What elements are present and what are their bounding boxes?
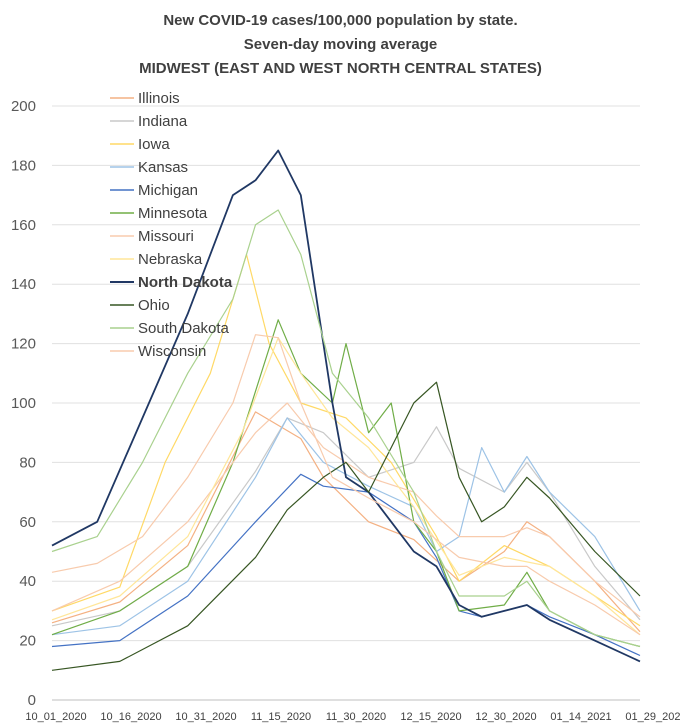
y-tick-label: 60 <box>19 514 36 531</box>
x-tick-label: 12_30_2020 <box>475 711 536 723</box>
series-line-minnesota <box>51 319 641 648</box>
series-line-michigan <box>51 473 641 657</box>
legend-label: Illinois <box>138 90 180 107</box>
y-tick-label: 40 <box>19 573 36 590</box>
series-line-ohio <box>51 381 641 671</box>
x-tick-label: 10_16_2020 <box>100 711 161 723</box>
chart-subtitle: Seven-day moving average <box>243 36 438 53</box>
y-tick-label: 180 <box>11 157 36 174</box>
chart-title: New COVID-19 cases/100,000 population by… <box>163 12 518 29</box>
legend-label: Iowa <box>138 136 170 153</box>
legend-label: Missouri <box>138 228 194 245</box>
legend-label: Michigan <box>138 182 198 199</box>
series-line-nebraska <box>51 337 641 636</box>
series-line-indiana <box>51 417 641 627</box>
legend-label: South Dakota <box>138 320 230 337</box>
y-tick-label: 0 <box>28 692 36 709</box>
x-tick-label: 01_14_2021 <box>550 711 611 723</box>
legend-label: Nebraska <box>138 251 203 268</box>
x-tick-label: 12_15_2020 <box>400 711 461 723</box>
series-line-iowa <box>51 253 641 627</box>
x-tick-label: 01_29_2021 <box>625 711 681 723</box>
series-line-south-dakota <box>51 209 641 648</box>
y-tick-label: 140 <box>11 276 36 293</box>
y-tick-label: 20 <box>19 633 36 650</box>
series-line-kansas <box>51 417 641 636</box>
y-tick-label: 200 <box>11 98 36 115</box>
x-tick-label: 10_01_2020 <box>25 711 86 723</box>
legend-label: Kansas <box>138 159 188 176</box>
legend-label: Ohio <box>138 297 170 314</box>
x-tick-label: 10_31_2020 <box>175 711 236 723</box>
y-tick-label: 80 <box>19 454 36 471</box>
x-tick-label: 11_30_2020 <box>326 711 386 723</box>
series-line-illinois <box>51 411 641 633</box>
legend-label: North Dakota <box>138 274 233 291</box>
legend-label: Indiana <box>138 113 188 130</box>
chart-region-label: MIDWEST (EAST AND WEST NORTH CENTRAL STA… <box>139 60 542 77</box>
x-tick-label: 11_15_2020 <box>251 711 311 723</box>
y-tick-label: 100 <box>11 395 36 412</box>
y-tick-label: 160 <box>11 217 36 234</box>
legend-label: Minnesota <box>138 205 208 222</box>
y-tick-label: 120 <box>11 336 36 353</box>
series-line-wisconsin <box>51 334 641 636</box>
legend-label: Wisconsin <box>138 343 206 360</box>
